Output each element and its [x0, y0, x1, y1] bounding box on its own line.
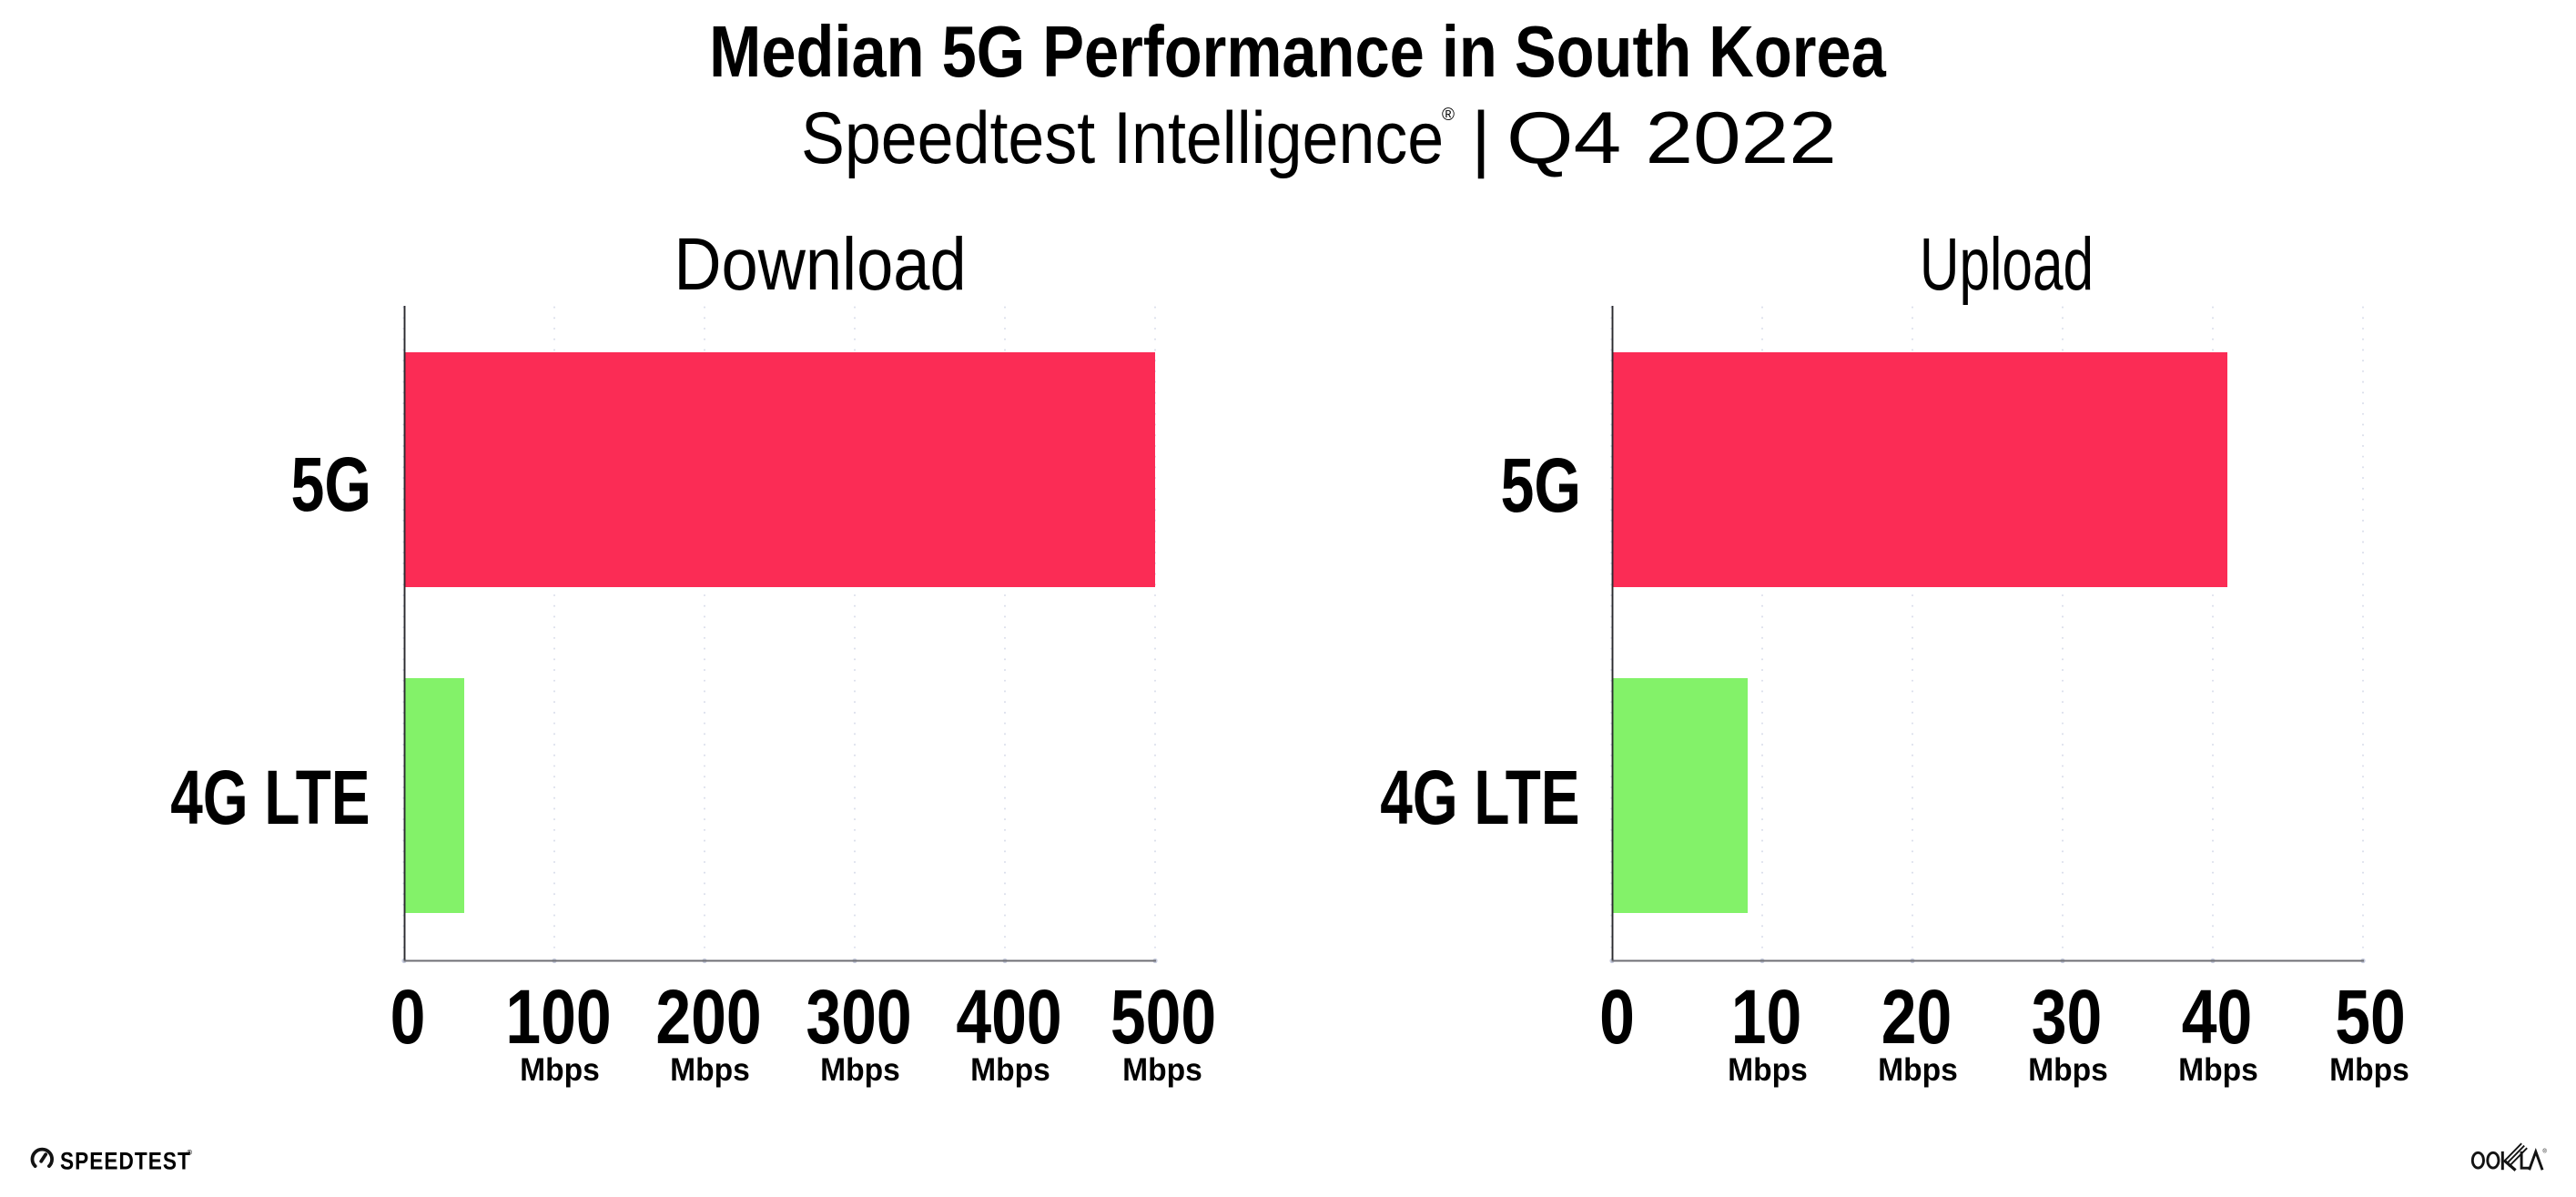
svg-text:Download: Download — [674, 223, 966, 306]
svg-text:SPEEDTEST: SPEEDTEST — [60, 1148, 191, 1175]
svg-text:0: 0 — [1599, 975, 1635, 1060]
svg-text:Mbps: Mbps — [520, 1052, 600, 1088]
svg-text:100: 100 — [505, 975, 611, 1060]
svg-text:Upload: Upload — [1920, 223, 2094, 306]
svg-text:Speedtest Intelligence: Speedtest Intelligence — [801, 97, 1444, 179]
svg-text:20: 20 — [1881, 975, 1952, 1060]
svg-text:®: ® — [2542, 1148, 2547, 1154]
svg-text:Mbps: Mbps — [1878, 1052, 1958, 1088]
svg-text:10: 10 — [1731, 975, 1802, 1060]
svg-text:Q4 2022: Q4 2022 — [1506, 96, 1837, 178]
svg-text:400: 400 — [956, 975, 1061, 1060]
svg-text:®: ® — [1442, 106, 1455, 125]
svg-text:Mbps: Mbps — [1728, 1052, 1808, 1088]
svg-text:5G: 5G — [290, 442, 371, 528]
svg-text:0: 0 — [390, 975, 426, 1060]
svg-text:|: | — [1471, 97, 1490, 179]
svg-text:5G: 5G — [1500, 443, 1581, 529]
svg-text:Mbps: Mbps — [1122, 1052, 1202, 1088]
svg-text:Mbps: Mbps — [2028, 1052, 2108, 1088]
svg-text:4G LTE: 4G LTE — [1380, 755, 1579, 840]
svg-text:Mbps: Mbps — [970, 1052, 1050, 1088]
svg-text:30: 30 — [2032, 975, 2103, 1060]
svg-text:Mbps: Mbps — [2178, 1052, 2258, 1088]
svg-text:40: 40 — [2182, 975, 2253, 1060]
svg-text:®: ® — [188, 1149, 193, 1157]
svg-text:4G LTE: 4G LTE — [170, 755, 370, 840]
svg-text:300: 300 — [806, 975, 911, 1060]
svg-text:50: 50 — [2335, 975, 2406, 1060]
svg-text:200: 200 — [655, 975, 761, 1060]
svg-text:Mbps: Mbps — [670, 1052, 750, 1088]
svg-text:500: 500 — [1111, 975, 1216, 1060]
svg-text:Mbps: Mbps — [2329, 1052, 2409, 1088]
svg-text:Mbps: Mbps — [820, 1052, 900, 1088]
svg-text:Median 5G Performance in South: Median 5G Performance in South Korea — [709, 11, 1886, 92]
